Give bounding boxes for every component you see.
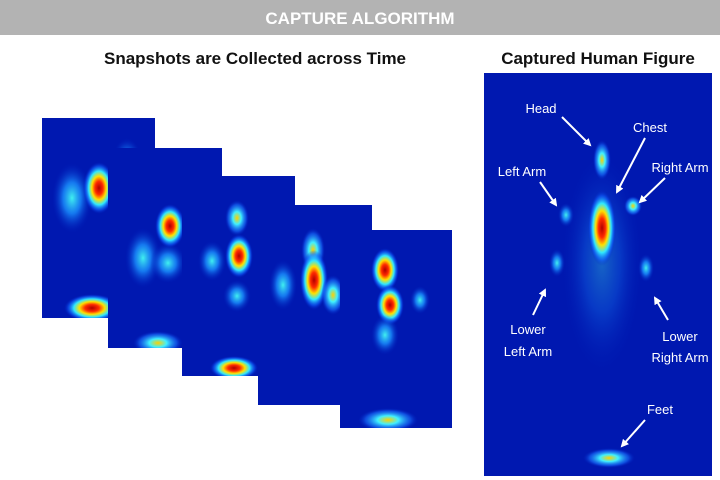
label: Left Arm: [504, 344, 552, 359]
human-figure-heatmap: [484, 73, 712, 476]
arrow: [653, 296, 669, 321]
header-bar: [0, 0, 720, 35]
arrow: [532, 288, 547, 316]
arrow: [616, 137, 646, 194]
snapshot: [340, 230, 452, 428]
annotations: Head Chest Left Arm Right Arm Lower Left…: [498, 101, 709, 448]
label: Right Arm: [651, 350, 708, 365]
label: Lower: [510, 322, 546, 337]
label: Head: [525, 101, 556, 116]
arrow: [561, 116, 592, 147]
label: Chest: [633, 120, 667, 135]
arrow: [539, 181, 558, 207]
label: Left Arm: [498, 164, 546, 179]
right-title: Captured Human Figure: [501, 49, 695, 68]
left-title: Snapshots are Collected across Time: [104, 49, 406, 68]
label: Feet: [647, 402, 673, 417]
arrow: [620, 419, 646, 448]
label: Right Arm: [651, 160, 708, 175]
label: Lower: [662, 329, 698, 344]
header-title: CAPTURE ALGORITHM: [265, 9, 454, 28]
arrow: [638, 177, 666, 204]
